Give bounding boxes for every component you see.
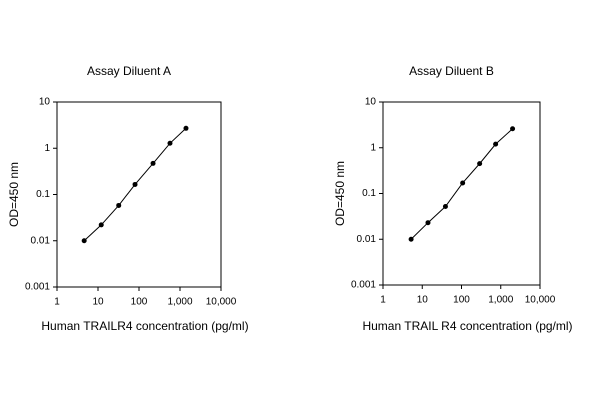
x-tick-label: 100	[453, 295, 470, 306]
chart-title: Assay Diluent B	[409, 64, 494, 78]
y-axis-label: OD=450 nm	[333, 161, 347, 226]
data-point	[442, 203, 448, 209]
x-tick-label: 10,000	[206, 297, 237, 308]
data-point	[493, 141, 499, 147]
y-tick-label: 0.1	[362, 188, 376, 199]
y-tick-label: 0.1	[36, 189, 50, 200]
x-tick-label: 10	[92, 297, 104, 308]
y-tick-label: 0.01	[31, 235, 51, 246]
x-axis-label: Human TRAIL R4 concentration (pg/ml)	[362, 319, 572, 333]
plot-frame	[56, 101, 222, 288]
data-point	[116, 202, 122, 208]
x-tick-label: 1	[54, 297, 60, 308]
data-point	[510, 126, 516, 132]
data-point	[167, 140, 173, 146]
data-point	[425, 220, 431, 226]
y-axis-label: OD=450 nm	[7, 162, 21, 227]
y-tick-label: 0.01	[357, 234, 377, 245]
data-point	[132, 181, 138, 187]
y-tick-label: 0.001	[351, 280, 376, 291]
x-tick-label: 1,000	[167, 297, 192, 308]
data-point	[98, 222, 104, 228]
x-tick-label: 10,000	[525, 295, 556, 306]
x-tick-label: 1	[380, 295, 386, 306]
x-axis-label: Human TRAILR4 concentration (pg/ml)	[41, 319, 248, 333]
chart-title: Assay Diluent A	[87, 64, 171, 78]
data-point	[150, 160, 156, 166]
y-tick-label: 0.001	[25, 282, 50, 293]
x-tick-label: 1,000	[488, 295, 513, 306]
data-point	[183, 125, 189, 131]
x-tick-label: 10	[417, 295, 429, 306]
data-point	[81, 238, 87, 244]
y-tick-label: 1	[370, 142, 376, 153]
data-point	[460, 180, 466, 186]
y-tick-label: 10	[365, 97, 377, 108]
plot-frame	[382, 101, 541, 286]
data-point	[477, 161, 483, 167]
y-tick-label: 1	[44, 143, 50, 154]
x-tick-label: 100	[131, 297, 148, 308]
data-point	[408, 236, 414, 242]
y-tick-label: 10	[39, 97, 51, 108]
